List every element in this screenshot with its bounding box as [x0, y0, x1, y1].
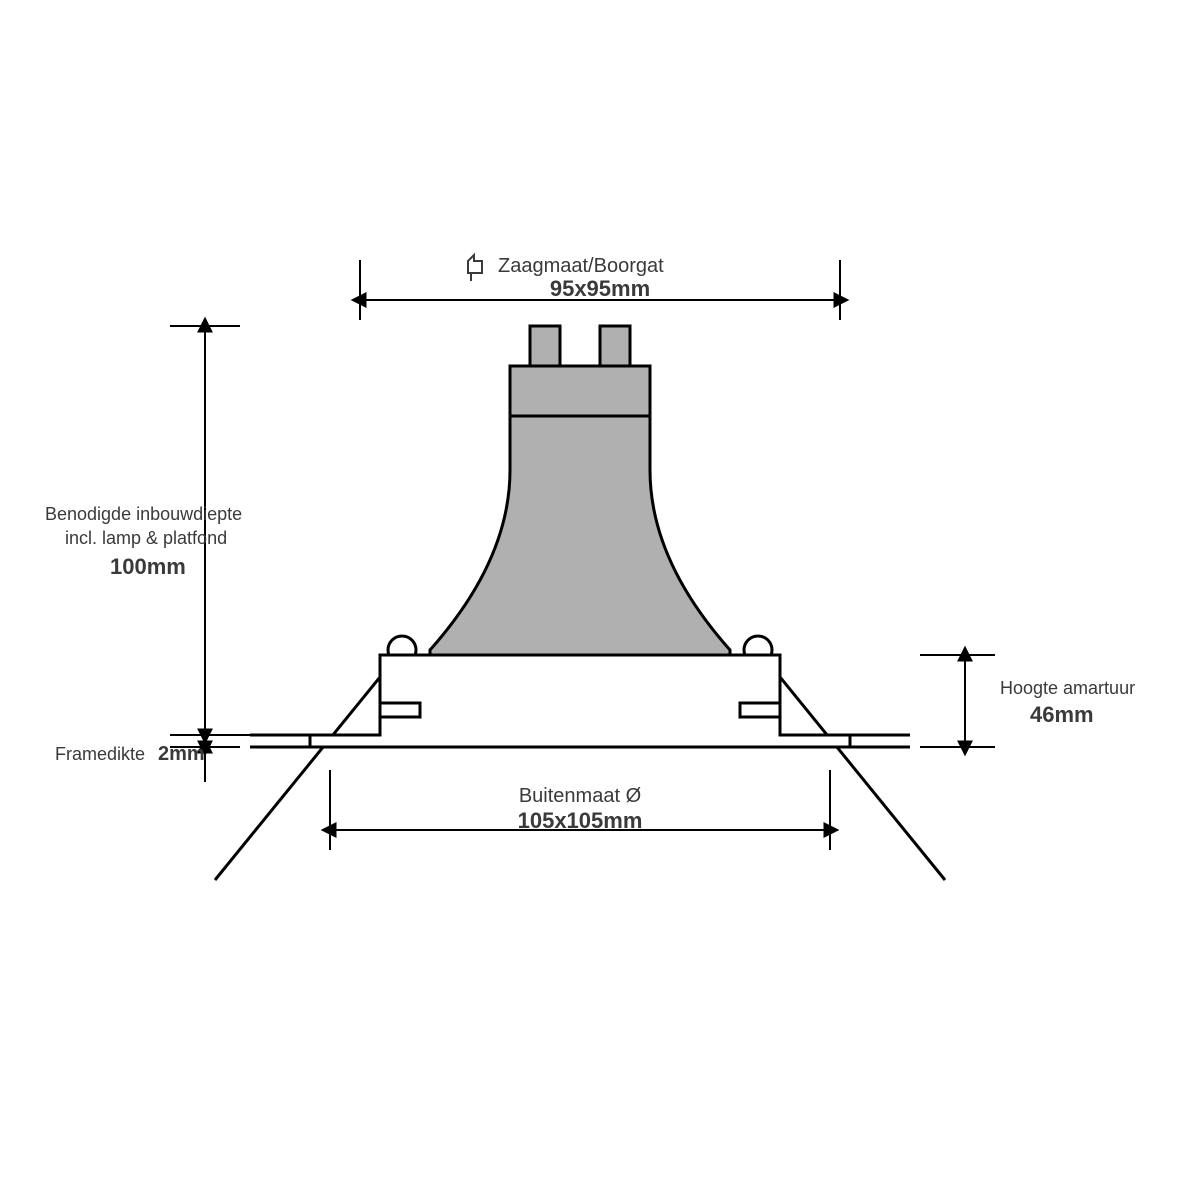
fixture-housing	[250, 655, 910, 747]
dim-frame: Framedikte 2mm	[55, 700, 250, 782]
dim-depth: Benodigde inbouwdiepte incl. lamp & plat…	[45, 326, 242, 747]
cutout-label: Zaagmaat/Boorgat	[498, 255, 664, 277]
frame-value: 2mm	[158, 743, 205, 765]
outer-label: Buitenmaat Ø	[519, 785, 641, 807]
dim-cutout: Zaagmaat/Boorgat 95x95mm	[360, 255, 840, 320]
outer-value: 105x105mm	[518, 808, 643, 833]
dim-height: Hoogte amartuur 46mm	[920, 655, 1135, 747]
depth-label2: incl. lamp & platfond	[65, 528, 227, 548]
cutout-value: 95x95mm	[550, 276, 650, 301]
lamp-body	[430, 326, 730, 690]
height-label: Hoogte amartuur	[1000, 678, 1135, 698]
dim-outer: Buitenmaat Ø 105x105mm	[330, 770, 830, 850]
height-value: 46mm	[1030, 702, 1094, 727]
spotlight-diagram: Zaagmaat/Boorgat 95x95mm Benodigde inbou…	[0, 0, 1200, 1200]
frame-label: Framedikte	[55, 744, 145, 764]
depth-value: 100mm	[110, 554, 186, 579]
depth-label1: Benodigde inbouwdiepte	[45, 504, 242, 524]
